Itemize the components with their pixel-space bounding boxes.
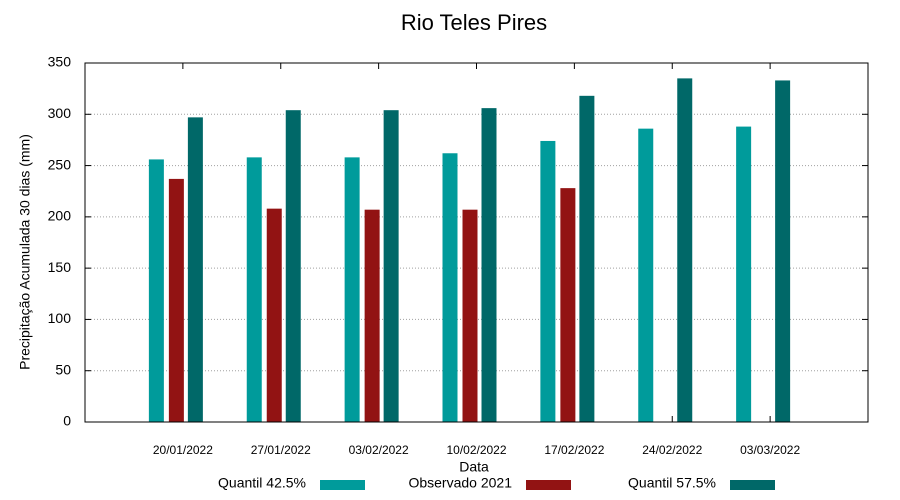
legend-label: Quantil 57.5% (628, 475, 716, 491)
legend-swatch (730, 480, 775, 490)
bar (148, 159, 164, 422)
y-tick-label: 250 (48, 156, 72, 172)
x-axis-label: Data (459, 459, 489, 475)
bar (677, 78, 693, 422)
y-tick-label: 200 (48, 208, 72, 224)
bar (775, 80, 791, 423)
bar (462, 209, 478, 422)
bar (168, 178, 184, 422)
bar (344, 157, 360, 422)
legend-label: Quantil 42.5% (218, 475, 306, 491)
x-tick-label: 03/03/2022 (740, 443, 800, 457)
bar (579, 95, 595, 422)
bar (187, 117, 203, 422)
x-tick-label: 03/02/2022 (349, 443, 409, 457)
x-tick-label: 20/01/2022 (153, 443, 213, 457)
legend-label: Observado 2021 (408, 475, 512, 491)
bar (266, 208, 282, 422)
y-tick-label: 150 (48, 259, 72, 275)
x-tick-label: 24/02/2022 (642, 443, 702, 457)
bar (540, 140, 556, 422)
bar (285, 110, 301, 422)
y-axis-label: Precipitação Acumulada 30 dias (mm) (17, 134, 33, 370)
bar (560, 188, 576, 422)
x-tick-label: 27/01/2022 (251, 443, 311, 457)
bar (364, 209, 380, 422)
y-tick-label: 50 (55, 361, 71, 377)
y-tick-label: 100 (48, 310, 72, 326)
x-tick-label: 10/02/2022 (446, 443, 506, 457)
bar (638, 128, 654, 422)
bar (736, 126, 752, 422)
chart-title: Rio Teles Pires (401, 10, 547, 35)
x-tick-label: 17/02/2022 (544, 443, 604, 457)
plot-frame (84, 62, 869, 423)
y-tick-label: 300 (48, 105, 72, 121)
legend-swatch (320, 480, 365, 490)
bar (442, 153, 458, 422)
y-tick-label: 350 (48, 54, 72, 70)
bar (383, 110, 399, 422)
legend-swatch (526, 480, 571, 490)
bar (481, 108, 497, 422)
bar (246, 157, 262, 422)
y-tick-label: 0 (63, 413, 71, 429)
